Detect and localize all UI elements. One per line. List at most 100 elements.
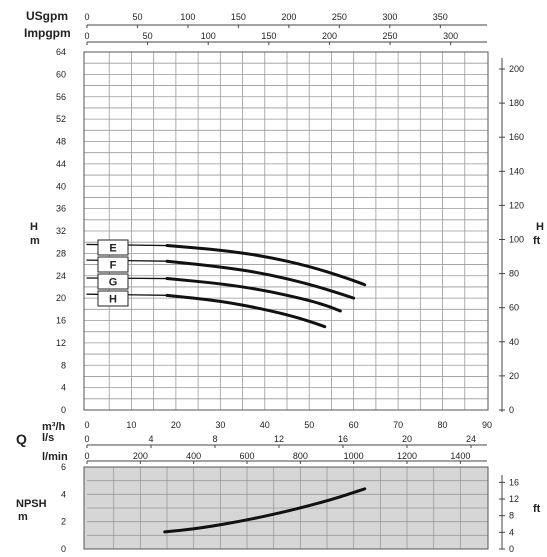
head-ft-tick-label: 40 [509, 337, 519, 347]
usgpm-tick-label: 100 [180, 12, 195, 22]
head-axis-unit: m [30, 235, 40, 247]
ls-label: l/s [42, 432, 54, 444]
ls-tick-label: 4 [148, 434, 153, 444]
head-curve-h [165, 293, 327, 329]
npsh-axis-label: NPSH [16, 498, 47, 510]
usgpm-tick-group: 0 50 100 150 200 250 300 350 [84, 12, 448, 28]
head-y-tick-label: 56 [56, 92, 66, 102]
head-y-tick-label: 24 [56, 271, 66, 281]
npsh-ft-tick-label: 0 [509, 544, 514, 554]
impgpm-tick-label: 250 [383, 31, 398, 41]
impgpm-tick-label: 50 [143, 31, 153, 41]
m3h-tick-label: 0 [84, 420, 89, 430]
ls-tick-label: 0 [84, 434, 89, 444]
head-y-tick-label: 44 [56, 159, 66, 169]
lmin-tick-label: 200 [133, 451, 148, 461]
head-ft-axis-unit: ft [533, 235, 541, 247]
usgpm-tick-label: 150 [231, 12, 246, 22]
head-curve-group [86, 243, 367, 329]
m3h-tick-label: 10 [126, 420, 136, 430]
lmin-tick-group: 0 200 400 600 800 1000 1200 1400 [84, 451, 470, 464]
lmin-tick-label: 1400 [450, 451, 470, 461]
usgpm-tick-label: 300 [382, 12, 397, 22]
head-curve-g [165, 277, 342, 313]
head-y-tick-label: 20 [56, 293, 66, 303]
model-label-e: E [109, 243, 116, 255]
model-label-g: G [109, 277, 118, 289]
model-label-box-h [97, 290, 129, 307]
npsh-ft-axis-label: ft [533, 503, 541, 515]
head-chart-grid [84, 52, 488, 410]
head-ft-tick-group: 0 20 40 60 80 100 120 140 160 180 200 [499, 64, 524, 415]
head-ft-tick-label: 60 [509, 303, 519, 313]
m3h-tick-group: 0 10 20 30 40 50 60 70 80 90 [84, 420, 492, 430]
m3h-label: m³/h [42, 421, 66, 433]
m3h-tick-label: 90 [482, 420, 492, 430]
npsh-ft-tick-label: 12 [509, 494, 519, 504]
head-y-tick-label: 52 [56, 114, 66, 124]
head-ft-tick-label: 20 [509, 371, 519, 381]
head-ft-axis-label: H [536, 221, 544, 233]
m3h-tick-label: 50 [304, 420, 314, 430]
ls-tick-label: 12 [274, 434, 284, 444]
npsh-m-tick-group: 0 2 4 6 [61, 462, 66, 554]
impgpm-tick-label: 0 [84, 31, 89, 41]
npsh-ft-tick-label: 8 [509, 511, 514, 521]
head-ft-tick-label: 100 [509, 234, 524, 244]
lmin-tick-label: 0 [84, 451, 89, 461]
head-ft-tick-label: 140 [509, 166, 524, 176]
impgpm-tick-group: 0 50 100 150 200 250 300 [84, 31, 458, 45]
head-y-tick-label: 16 [56, 316, 66, 326]
head-chart-frame [83, 51, 489, 411]
impgpm-tick-label: 200 [322, 31, 337, 41]
head-y-tick-label: 4 [61, 383, 66, 393]
head-ft-tick-label: 200 [509, 64, 524, 74]
ls-tick-label: 24 [466, 434, 476, 444]
ls-tick-group: 0 4 8 12 16 20 24 [84, 434, 476, 448]
head-y-tick-label: 64 [56, 47, 66, 57]
npsh-ft-tick-label: 16 [509, 477, 519, 487]
head-y-tick-label: 32 [56, 226, 66, 236]
npsh-ft-tick-label: 4 [509, 527, 514, 537]
head-y-tick-label: 0 [61, 405, 66, 415]
usgpm-tick-label: 200 [281, 12, 296, 22]
impgpm-label: Impgpm [24, 26, 71, 40]
head-axis-label: H [30, 221, 38, 233]
model-label-box-e [97, 239, 129, 256]
ls-tick-label: 16 [338, 434, 348, 444]
model-label-box-g [97, 273, 129, 290]
m3h-tick-label: 80 [438, 420, 448, 430]
lmin-tick-label: 1000 [344, 451, 364, 461]
npsh-y-tick-label: 4 [61, 489, 66, 499]
head-ft-tick-label: 180 [509, 98, 524, 108]
usgpm-tick-label: 50 [132, 12, 142, 22]
npsh-y-tick-label: 2 [61, 517, 66, 527]
head-y-tick-label: 40 [56, 181, 66, 191]
lmin-tick-label: 400 [186, 451, 201, 461]
impgpm-tick-label: 100 [201, 31, 216, 41]
m3h-tick-label: 70 [393, 420, 403, 430]
usgpm-tick-label: 350 [433, 12, 448, 22]
npsh-axis-unit: m [18, 511, 28, 523]
head-y-tick-label: 48 [56, 137, 66, 147]
npsh-y-tick-label: 6 [61, 462, 66, 472]
head-ft-tick-label: 80 [509, 269, 519, 279]
ls-tick-label: 8 [212, 434, 217, 444]
lmin-tick-label: 600 [239, 451, 254, 461]
m3h-tick-label: 40 [260, 420, 270, 430]
head-curve-e [165, 244, 367, 287]
m3h-tick-label: 60 [349, 420, 359, 430]
lmin-tick-label: 1200 [397, 451, 417, 461]
head-ft-tick-label: 0 [509, 405, 514, 415]
head-ft-tick-label: 160 [509, 132, 524, 142]
npsh-y-tick-label: 0 [61, 544, 66, 554]
lmin-label: l/min [42, 451, 68, 463]
head-ft-tick-label: 120 [509, 200, 524, 210]
head-y-tick-label: 36 [56, 204, 66, 214]
head-y-tick-label: 28 [56, 248, 66, 258]
usgpm-tick-label: 250 [332, 12, 347, 22]
npsh-ft-tick-group: 0 4 8 12 16 [499, 477, 519, 554]
